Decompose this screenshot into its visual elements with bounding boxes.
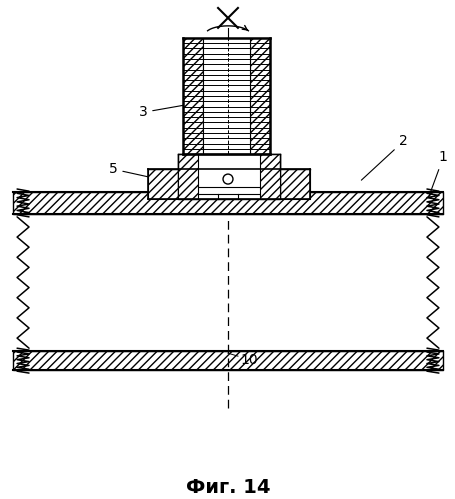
Text: 3: 3 bbox=[138, 105, 185, 119]
Bar bbox=[279, 169, 309, 199]
Text: 10: 10 bbox=[239, 353, 257, 367]
Bar bbox=[249, 38, 269, 154]
Bar bbox=[259, 154, 279, 199]
Text: 1: 1 bbox=[428, 150, 447, 197]
Bar bbox=[178, 154, 198, 199]
Text: 2: 2 bbox=[360, 134, 407, 180]
Bar bbox=[13, 192, 442, 214]
Bar bbox=[183, 38, 202, 154]
Text: Фиг. 14: Фиг. 14 bbox=[185, 478, 270, 497]
Text: 5: 5 bbox=[108, 162, 155, 179]
Bar bbox=[178, 154, 279, 199]
Bar bbox=[148, 169, 178, 199]
Bar bbox=[202, 38, 249, 154]
Bar bbox=[13, 351, 442, 370]
